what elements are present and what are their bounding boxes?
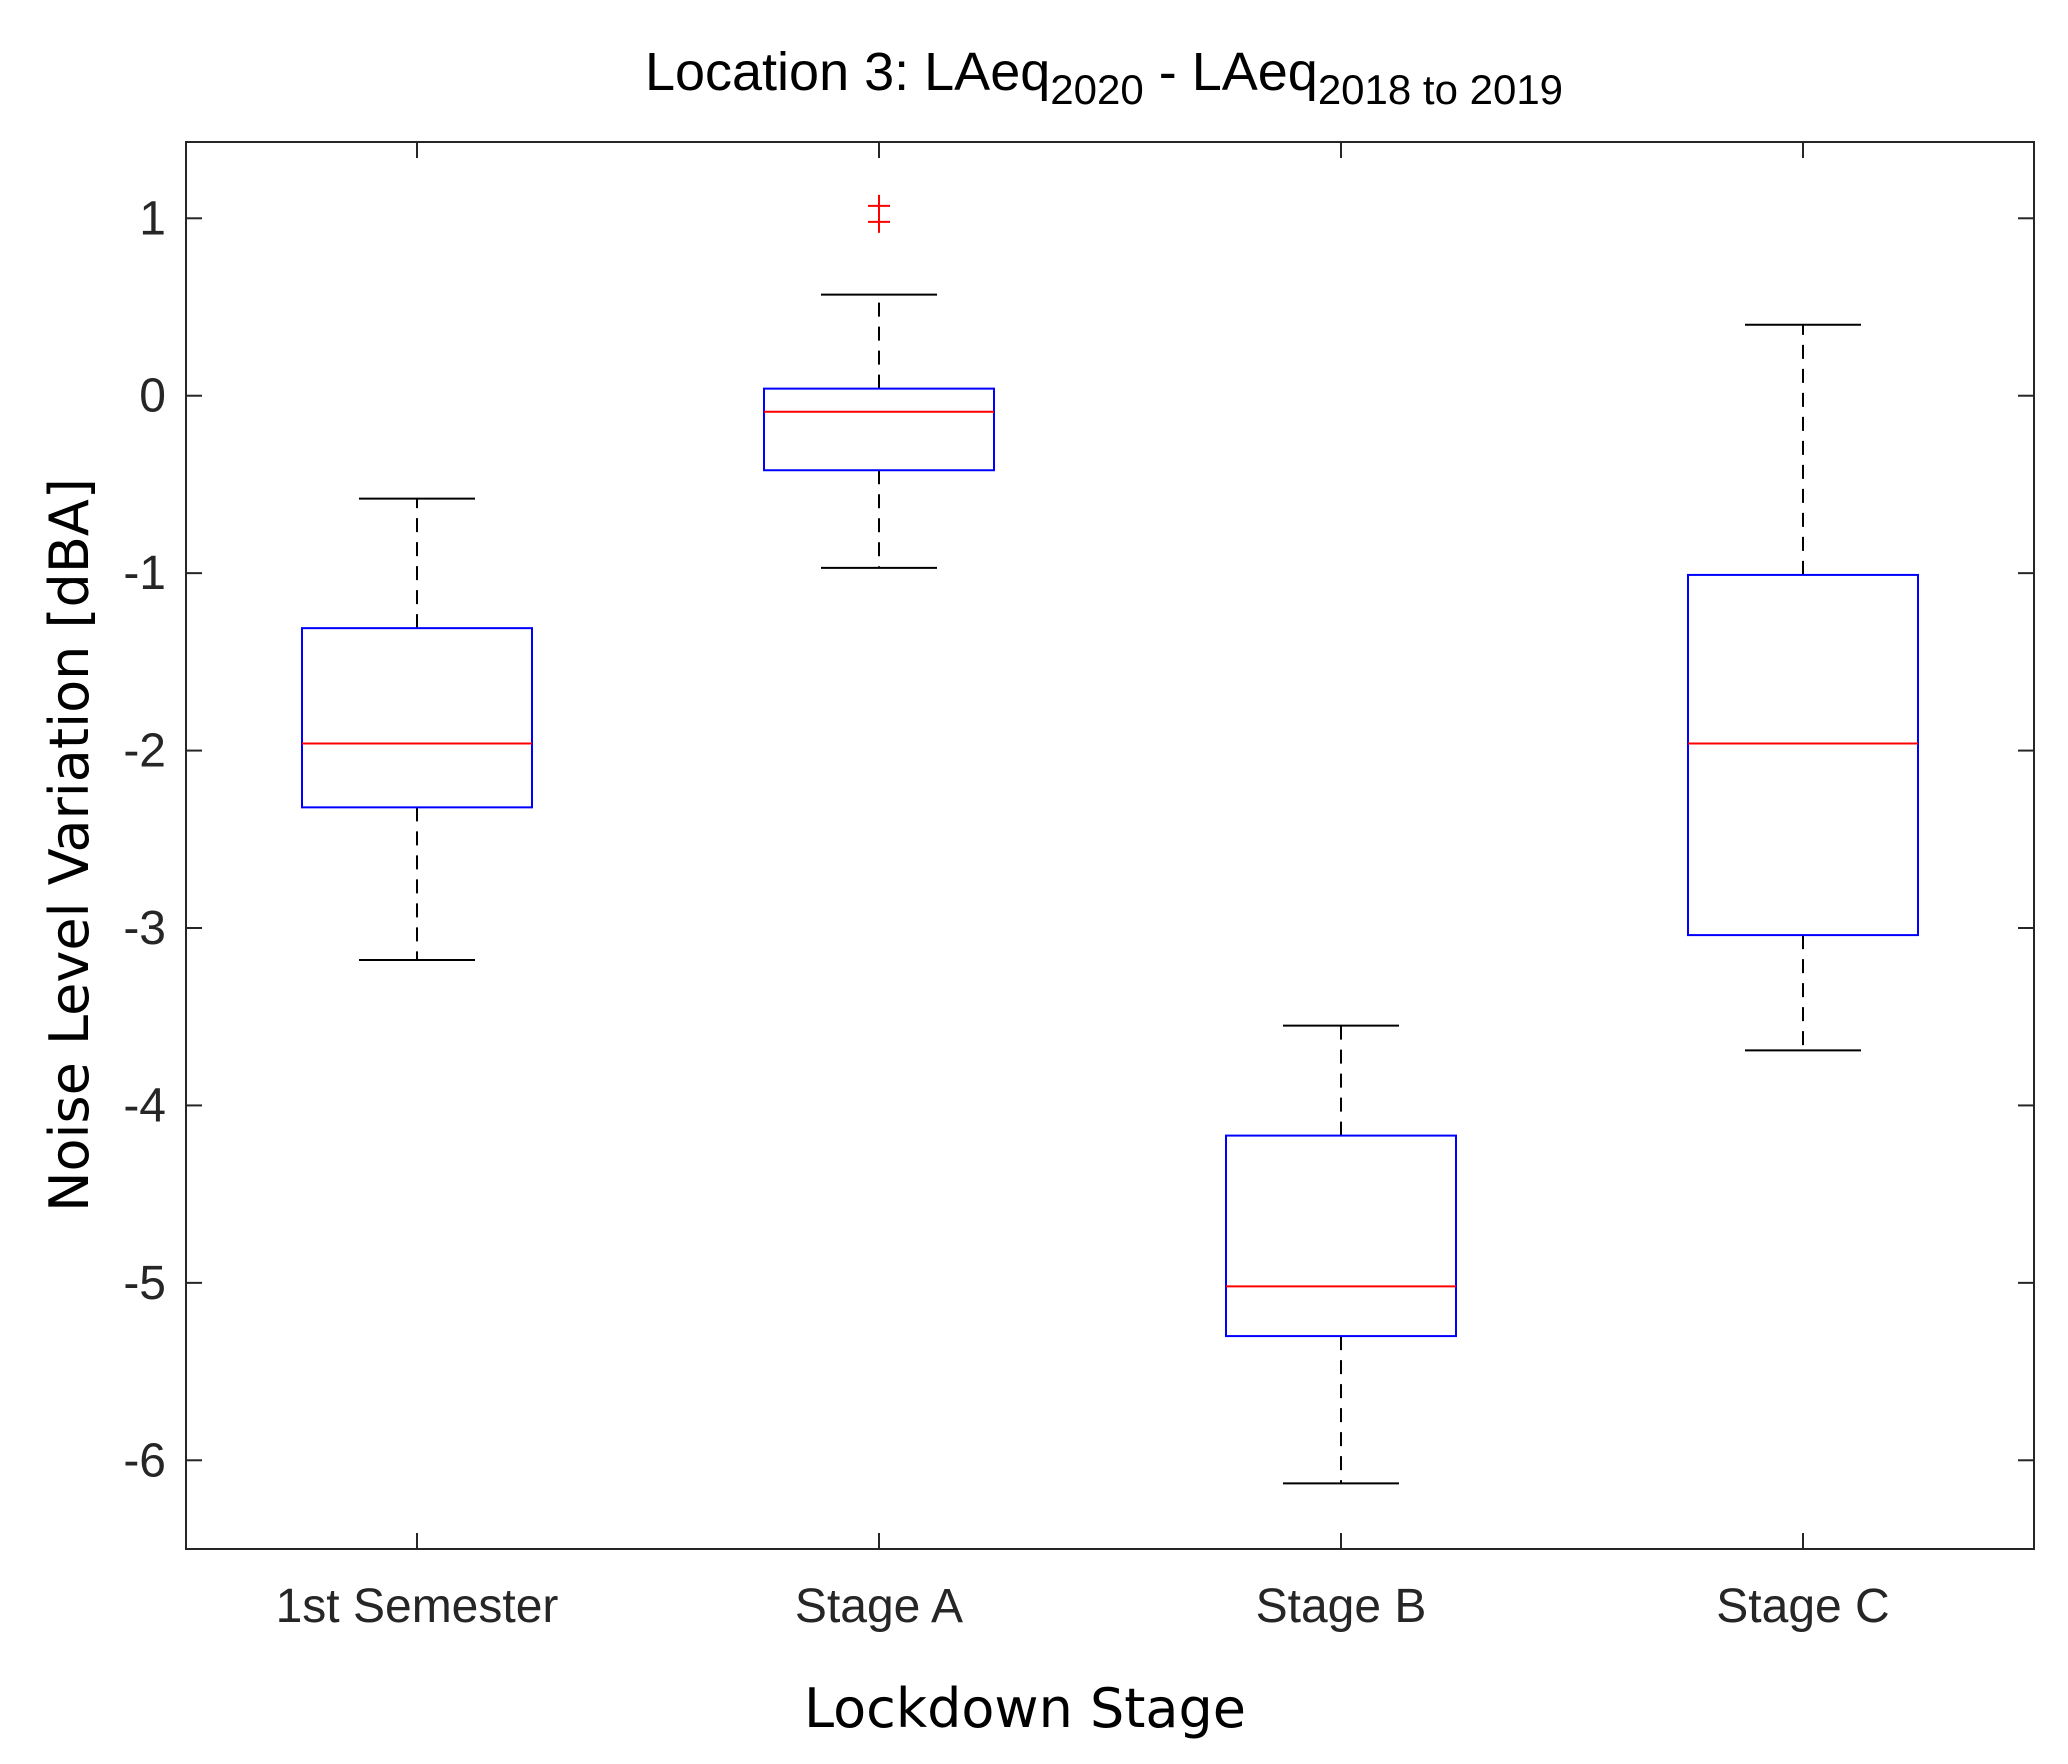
- y-tick-label: -5: [123, 1257, 166, 1310]
- boxes-layer: [301, 194, 1919, 1485]
- x-tick-label: 1st Semester: [276, 1580, 559, 1633]
- box-group: [301, 497, 533, 961]
- x-tick-label: Stage A: [795, 1580, 963, 1633]
- box-group: [763, 194, 995, 569]
- x-axis-label: Lockdown Stage: [804, 1677, 1246, 1740]
- x-tick-label: Stage C: [1716, 1580, 1889, 1633]
- y-tick-label: -3: [123, 902, 166, 955]
- outlier-marker: [868, 194, 890, 217]
- y-axis-label: Noise Level Variation [dBA]: [38, 478, 101, 1212]
- box-group: [1687, 323, 1919, 1052]
- y-tick-label: -4: [123, 1079, 166, 1132]
- chart-title: Location 3: LAeq2020 - LAeq2018 to 2019: [645, 42, 1563, 113]
- box-group: [1225, 1024, 1457, 1485]
- iqr-box: [301, 627, 533, 809]
- y-tick-label: -1: [123, 547, 166, 600]
- plot-area-frame: [185, 141, 2035, 1550]
- iqr-box: [1225, 1134, 1457, 1338]
- y-tick-label: 1: [139, 192, 166, 245]
- x-tick-label: Stage B: [1256, 1580, 1427, 1633]
- x-axis: 1st Semester Stage A Stage B Stage C: [276, 142, 1890, 1633]
- y-tick-label: 0: [139, 370, 166, 423]
- y-axis: 1 0 -1 -2 -3 -4 -5 -6: [123, 192, 2034, 1487]
- y-tick-label: -6: [123, 1434, 166, 1487]
- iqr-box: [763, 387, 995, 472]
- y-tick-label: -2: [123, 725, 166, 778]
- iqr-box: [1687, 573, 1919, 937]
